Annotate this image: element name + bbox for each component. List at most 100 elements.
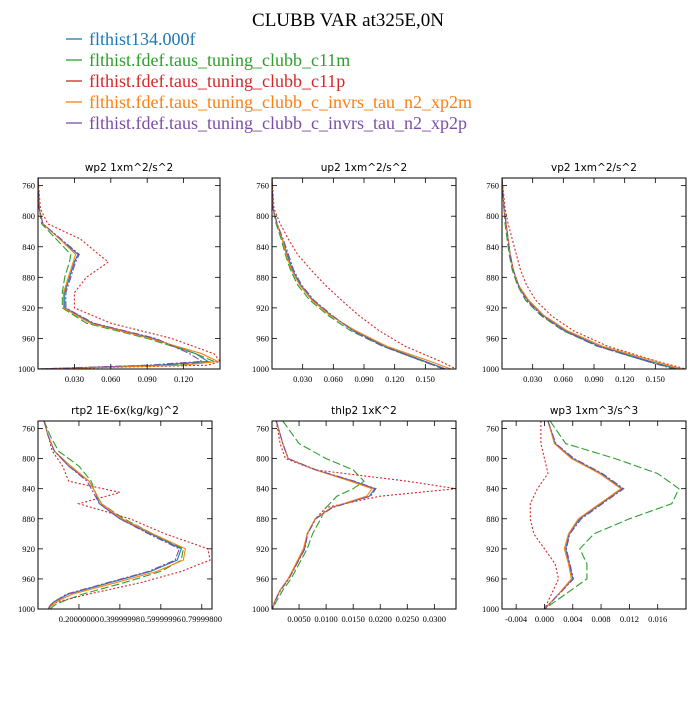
y-tick-label: 920 <box>486 544 499 554</box>
series-line <box>43 421 211 609</box>
y-tick-label: 880 <box>486 272 499 282</box>
legend-entry: flthist134.000f <box>89 29 196 49</box>
y-tick-label: 960 <box>486 333 499 343</box>
panel-title: wp3 1xm^3/s^3 <box>550 405 638 417</box>
chart-panel: rtp2 1E-6x(kg/kg)^2 760 800 840 880 920 960 100… <box>18 405 222 624</box>
legend-entry: flthist.fdef.taus_tuning_clubb_c_invrs_t… <box>89 113 467 133</box>
y-tick-label: 960 <box>256 333 269 343</box>
y-tick-label: 880 <box>256 272 269 282</box>
y-tick-label: 840 <box>256 242 269 252</box>
x-tick-label: 0.0300 <box>423 614 446 624</box>
series-line <box>38 178 215 369</box>
x-tick-label: 0.090 <box>138 374 157 384</box>
y-tick-label: 1000 <box>18 364 35 374</box>
legend-entry: flthist.fdef.taus_tuning_clubb_c11m <box>89 50 350 70</box>
y-tick-label: 1000 <box>252 604 269 614</box>
y-tick-label: 1000 <box>482 364 499 374</box>
panel-title: up2 1xm^2/s^2 <box>321 162 407 174</box>
series-line <box>272 178 444 369</box>
y-tick-label: 840 <box>486 242 499 252</box>
panels: wp2 1xm^2/s^2 760 800 840 880 920 960 1000 0.030… <box>18 162 687 624</box>
y-tick-label: 760 <box>486 424 499 434</box>
series-line <box>544 421 680 609</box>
legend-entry: flthist.fdef.taus_tuning_clubb_c_invrs_t… <box>89 92 472 112</box>
y-tick-label: 800 <box>486 454 499 464</box>
x-tick-label: 0.090 <box>584 374 603 384</box>
plot-area <box>529 421 680 609</box>
x-tick-label: 0.0150 <box>341 614 364 624</box>
x-tick-label: 0.060 <box>554 374 573 384</box>
series-line <box>272 178 452 369</box>
x-tick-label: 0.030 <box>65 374 84 384</box>
plot-frame <box>37 420 213 610</box>
x-tick-label: 0.060 <box>101 374 120 384</box>
x-tick-label: 0.004 <box>563 614 583 624</box>
y-tick-label: 920 <box>486 303 499 313</box>
y-tick-label: 1000 <box>482 604 499 614</box>
plot-frame <box>501 177 687 370</box>
x-tick-label: 0.79999800 <box>182 614 222 624</box>
panel-title: rtp2 1E-6x(kg/kg)^2 <box>71 405 179 417</box>
x-tick-label: -0.004 <box>505 614 528 624</box>
plot-frame <box>271 177 457 370</box>
y-tick-label: 880 <box>22 514 35 524</box>
series-line <box>43 421 187 609</box>
y-tick-label: 800 <box>22 454 35 464</box>
y-tick-label: 960 <box>256 574 269 584</box>
series-line <box>272 178 446 369</box>
x-tick-label: 0.008 <box>592 614 611 624</box>
series-line <box>43 421 182 609</box>
series-line <box>272 421 377 609</box>
y-tick-label: 920 <box>22 544 35 554</box>
series-line <box>529 421 560 609</box>
y-tick-label: 760 <box>256 181 269 191</box>
y-tick-label: 880 <box>22 272 35 282</box>
y-tick-label: 880 <box>486 514 499 524</box>
y-tick-label: 920 <box>256 544 269 554</box>
y-tick-label: 760 <box>256 424 269 434</box>
plot-frame <box>501 420 687 610</box>
panel-title: thlp2 1xK^2 <box>331 405 397 417</box>
chart-panel: up2 1xm^2/s^2 760 800 840 880 920 960 1000 0.030… <box>252 162 457 384</box>
plot-area <box>272 421 456 609</box>
x-tick-label: 0.0200 <box>369 614 392 624</box>
series-line <box>502 178 686 369</box>
legend-entry: flthist.fdef.taus_tuning_clubb_c11p <box>89 71 345 91</box>
x-tick-label: 0.000 <box>535 614 554 624</box>
chart-panel: wp2 1xm^2/s^2 760 800 840 880 920 960 1000 0.030… <box>18 162 221 384</box>
y-tick-label: 840 <box>22 484 35 494</box>
figure-title: CLUBB VAR at325E,0N <box>252 10 444 31</box>
x-tick-label: 0.016 <box>648 614 667 624</box>
series-line <box>38 178 204 369</box>
series-line <box>38 178 220 369</box>
y-tick-label: 840 <box>22 242 35 252</box>
series-line <box>502 178 674 369</box>
y-tick-label: 760 <box>22 181 35 191</box>
x-tick-label: 0.120 <box>174 374 193 384</box>
x-tick-label: 0.120 <box>385 374 404 384</box>
plot-area <box>502 178 686 369</box>
series-line <box>38 178 210 369</box>
y-tick-label: 760 <box>22 424 35 434</box>
panel-title: vp2 1xm^2/s^2 <box>551 162 637 174</box>
y-tick-label: 920 <box>256 303 269 313</box>
y-tick-label: 840 <box>486 484 499 494</box>
x-tick-label: 0.0250 <box>396 614 419 624</box>
x-tick-label: 0.030 <box>293 374 312 384</box>
plot-frame <box>37 177 221 370</box>
series-line <box>544 421 622 609</box>
series-line <box>544 421 625 609</box>
chart-panel: vp2 1xm^2/s^2 760 800 840 880 920 960 1000 0.030… <box>482 162 687 384</box>
x-tick-label: 0.012 <box>620 614 639 624</box>
x-tick-label: 0.120 <box>615 374 634 384</box>
x-tick-label: 0.0100 <box>314 614 337 624</box>
y-tick-label: 1000 <box>252 364 269 374</box>
x-tick-label: 0.0050 <box>287 614 310 624</box>
y-tick-label: 960 <box>22 574 35 584</box>
y-tick-label: 800 <box>486 211 499 221</box>
x-tick-label: 0.59999996 <box>141 614 181 624</box>
series-line <box>272 178 456 369</box>
y-tick-label: 760 <box>486 181 499 191</box>
